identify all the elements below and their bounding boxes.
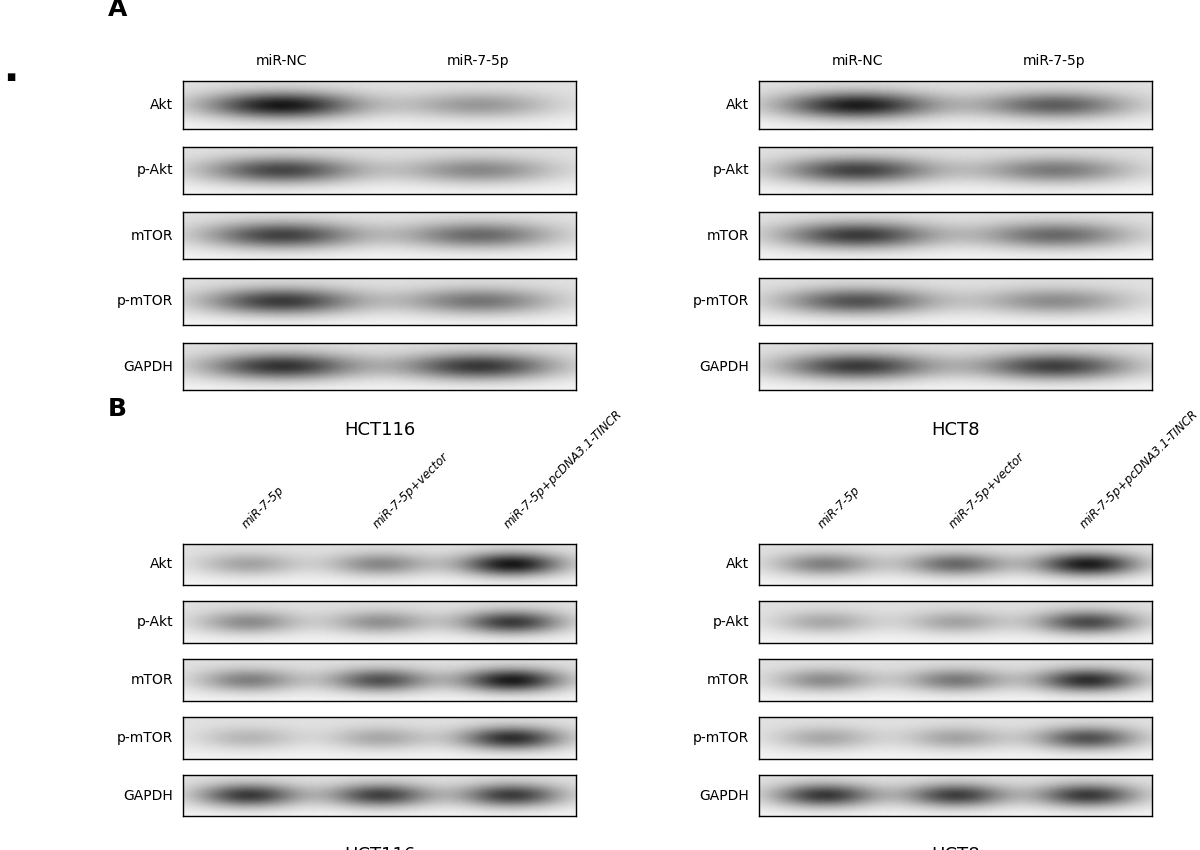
Text: A: A — [108, 0, 127, 21]
Text: miR-7-5p: miR-7-5p — [1022, 54, 1085, 68]
Text: miR-7-5p: miR-7-5p — [239, 484, 287, 531]
Text: HCT8: HCT8 — [931, 846, 979, 850]
Text: Akt: Akt — [150, 558, 173, 571]
Text: miR-7-5p+vector: miR-7-5p+vector — [947, 450, 1027, 531]
Text: p-mTOR: p-mTOR — [118, 294, 173, 309]
Text: miR-7-5p+pcDNA3.1-TINCR: miR-7-5p+pcDNA3.1-TINCR — [1078, 408, 1200, 531]
Text: GAPDH: GAPDH — [124, 789, 173, 802]
Text: miR-7-5p: miR-7-5p — [446, 54, 509, 68]
Text: GAPDH: GAPDH — [700, 360, 749, 374]
Text: p-Akt: p-Akt — [137, 163, 173, 178]
Text: Akt: Akt — [726, 98, 749, 112]
Text: miR-7-5p+vector: miR-7-5p+vector — [371, 450, 451, 531]
Text: HCT8: HCT8 — [931, 421, 979, 439]
Text: B: B — [108, 397, 127, 421]
Text: p-Akt: p-Akt — [137, 615, 173, 629]
Text: p-mTOR: p-mTOR — [118, 731, 173, 745]
Text: miR-7-5p: miR-7-5p — [815, 484, 863, 531]
Text: mTOR: mTOR — [131, 229, 173, 243]
Text: miR-NC: miR-NC — [256, 54, 307, 68]
Text: p-Akt: p-Akt — [713, 163, 749, 178]
Text: GAPDH: GAPDH — [700, 789, 749, 802]
Text: mTOR: mTOR — [707, 229, 749, 243]
Text: HCT116: HCT116 — [344, 421, 415, 439]
Text: mTOR: mTOR — [707, 673, 749, 687]
Text: ■: ■ — [6, 71, 16, 82]
Text: miR-7-5p+pcDNA3.1-TINCR: miR-7-5p+pcDNA3.1-TINCR — [502, 408, 624, 531]
Text: p-Akt: p-Akt — [713, 615, 749, 629]
Text: Akt: Akt — [726, 558, 749, 571]
Text: p-mTOR: p-mTOR — [694, 294, 749, 309]
Text: GAPDH: GAPDH — [124, 360, 173, 374]
Text: HCT116: HCT116 — [344, 846, 415, 850]
Text: mTOR: mTOR — [131, 673, 173, 687]
Text: miR-NC: miR-NC — [832, 54, 883, 68]
Text: Akt: Akt — [150, 98, 173, 112]
Text: p-mTOR: p-mTOR — [694, 731, 749, 745]
